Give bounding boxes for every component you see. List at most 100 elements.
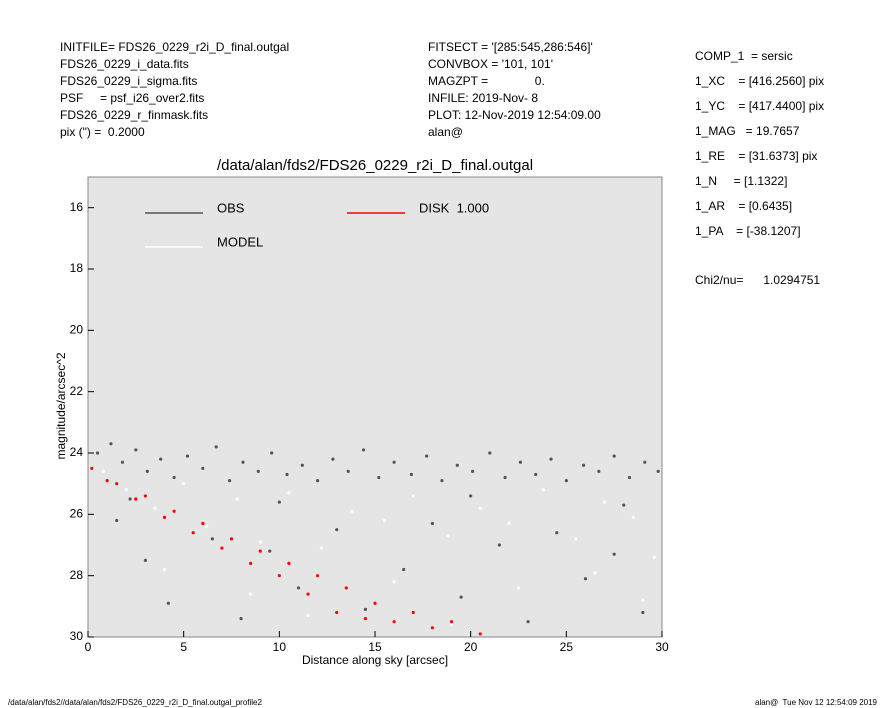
- header-middle-line: INFILE: 2019-Nov- 8: [428, 91, 538, 105]
- x-tick-label: 5: [180, 640, 187, 654]
- point: [555, 531, 559, 535]
- x-tick-label: 10: [273, 640, 287, 654]
- point: [392, 580, 396, 584]
- point: [564, 479, 568, 483]
- point: [105, 479, 109, 483]
- point: [300, 463, 304, 467]
- point: [344, 586, 348, 590]
- point: [440, 479, 444, 483]
- header-left-line: INITFILE= FDS26_0229_r2i_D_final.outgal: [60, 40, 289, 54]
- point: [449, 620, 454, 624]
- point: [182, 482, 186, 486]
- point: [449, 623, 454, 627]
- point: [516, 586, 521, 590]
- point: [258, 549, 262, 553]
- point: [115, 482, 119, 486]
- point: [316, 574, 320, 578]
- point: [430, 521, 434, 526]
- point: [166, 601, 170, 605]
- point: [470, 469, 475, 473]
- point: [488, 451, 492, 455]
- point: [235, 497, 239, 501]
- plot-area: [87, 176, 663, 638]
- legend-label: MODEL: [217, 234, 263, 249]
- point: [346, 469, 350, 473]
- header-right-line: 1_AR = [0.6435]: [695, 199, 792, 213]
- point: [612, 552, 616, 556]
- y-tick-label: 20: [70, 323, 84, 337]
- point: [627, 475, 632, 480]
- y-tick-label: 26: [70, 507, 84, 521]
- x-tick-label: 20: [464, 640, 478, 654]
- point: [227, 479, 232, 483]
- point: [455, 463, 459, 467]
- point: [205, 525, 209, 529]
- point: [641, 610, 645, 615]
- point: [287, 561, 291, 566]
- point: [612, 454, 616, 458]
- y-tick-label: 24: [70, 445, 84, 459]
- header-middle-line: CONVBOX = '101, 101': [428, 57, 553, 71]
- point: [656, 469, 660, 473]
- header-left-line: PSF = psf_i26_over2.fits: [60, 91, 204, 105]
- point: [425, 454, 429, 458]
- point: [622, 503, 626, 507]
- header-middle-line: PLOT: 12-Nov-2019 12:54:09.00: [428, 108, 601, 122]
- point: [583, 577, 588, 581]
- point: [210, 537, 214, 541]
- point: [306, 613, 310, 618]
- y-tick-label: 28: [70, 568, 84, 582]
- point: [90, 466, 94, 470]
- point: [287, 491, 291, 495]
- point: [319, 546, 324, 550]
- point: [145, 469, 149, 473]
- point: [162, 515, 167, 520]
- x-tick-label: 30: [655, 640, 669, 654]
- header-right-line: 1_N = [1.1322]: [695, 174, 787, 188]
- legend-label: DISK 1.000: [419, 200, 489, 215]
- point: [153, 506, 157, 510]
- point: [143, 558, 147, 562]
- point: [258, 540, 262, 544]
- point: [109, 442, 113, 446]
- footer-right: alan@ Tue Nov 12 12:54:09 2019: [755, 698, 878, 707]
- point: [143, 494, 147, 498]
- point: [411, 494, 415, 498]
- header-right-line: COMP_1 = sersic: [695, 49, 793, 63]
- point: [478, 506, 482, 510]
- point: [120, 460, 125, 464]
- point: [172, 509, 176, 513]
- header-left-line: pix (") = 0.2000: [60, 125, 145, 139]
- point: [335, 610, 339, 615]
- point: [191, 531, 195, 535]
- point: [497, 543, 501, 547]
- y-tick-label: 30: [70, 629, 84, 643]
- point: [507, 521, 511, 526]
- point: [469, 494, 473, 498]
- header-right-line: 1_YC = [417.4400] pix: [695, 99, 824, 113]
- point: [241, 460, 245, 464]
- x-axis-label: Distance along sky [arcsec]: [302, 653, 448, 667]
- point: [581, 463, 586, 467]
- point: [95, 451, 100, 455]
- point: [597, 469, 601, 473]
- point: [593, 571, 597, 575]
- x-tick-label: 25: [560, 640, 574, 654]
- point: [285, 472, 289, 477]
- point: [277, 500, 281, 504]
- point: [643, 460, 647, 464]
- point: [541, 488, 545, 492]
- point: [411, 610, 415, 615]
- header-left-line: FDS26_0229_i_sigma.fits: [60, 74, 197, 88]
- point: [268, 549, 272, 553]
- point: [306, 592, 310, 596]
- header-right-line: 1_PA = [-38.1207]: [695, 224, 801, 238]
- point: [574, 537, 578, 541]
- point: [549, 457, 553, 461]
- point: [172, 475, 176, 480]
- header-right-line: 1_MAG = 19.7657: [695, 124, 800, 138]
- header-right-line: 1_RE = [31.6373] pix: [695, 149, 817, 163]
- point: [382, 518, 387, 523]
- point: [128, 497, 132, 501]
- point: [331, 457, 335, 461]
